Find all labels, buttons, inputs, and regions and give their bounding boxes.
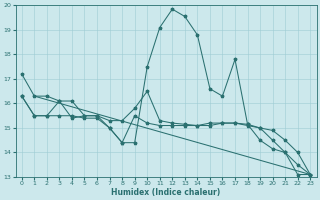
X-axis label: Humidex (Indice chaleur): Humidex (Indice chaleur) bbox=[111, 188, 221, 197]
